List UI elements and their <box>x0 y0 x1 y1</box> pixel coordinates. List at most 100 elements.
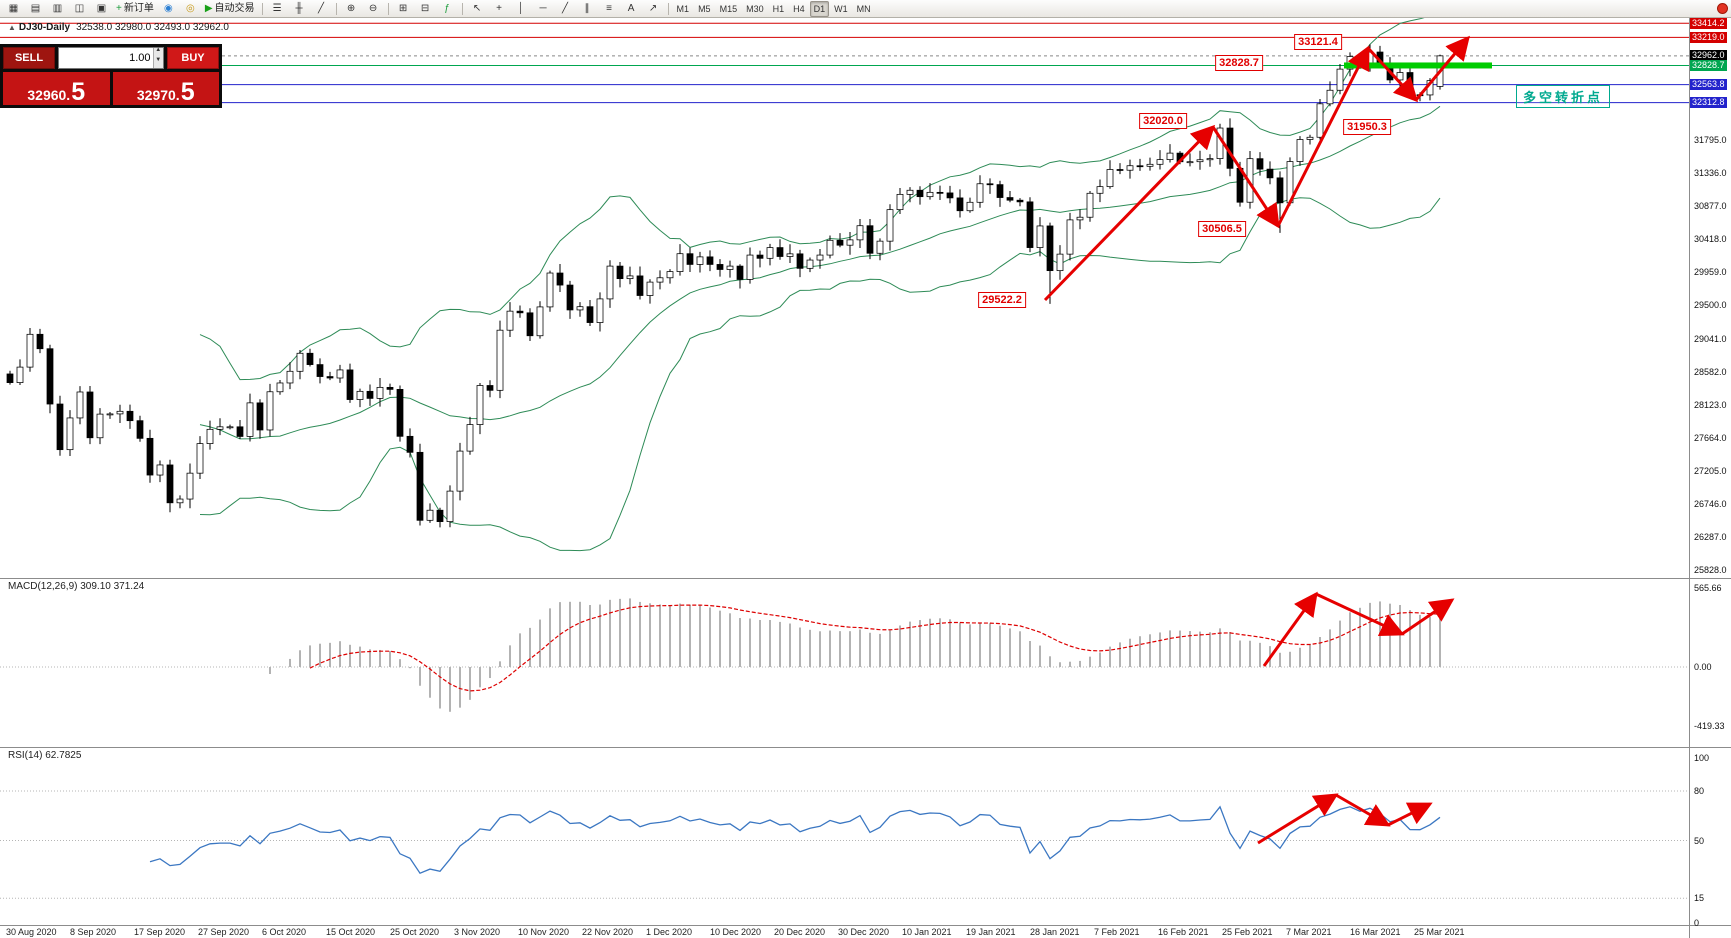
market-watch-icon: ▥ <box>52 2 63 14</box>
price-annotation[interactable]: 30506.5 <box>1198 221 1246 237</box>
autotrading-button-label: 自动交易 <box>214 2 255 14</box>
crosshair-icon: + <box>496 2 502 14</box>
trendline-icon[interactable]: ╱ <box>555 0 576 17</box>
vertical-line-icon[interactable]: │ <box>511 0 532 17</box>
price-axis-tick: 31336.0 <box>1694 168 1727 179</box>
horizontal-line-icon[interactable]: ─ <box>533 0 554 17</box>
main-chart-canvas[interactable] <box>0 18 1689 578</box>
price-axis-tick: 25828.0 <box>1694 565 1727 576</box>
chat-icon: ◉ <box>163 2 173 14</box>
ohlc-values: 32538.0 32980.0 32493.0 32962.0 <box>76 22 229 33</box>
toolbar-separator <box>261 2 263 15</box>
community-icon[interactable]: ◎ <box>180 0 201 17</box>
text-tool-icon[interactable]: A <box>621 0 642 17</box>
timeframe-m30[interactable]: M30 <box>746 3 764 14</box>
timeframe-m1[interactable]: M1 <box>676 3 690 14</box>
trendline-icon: ╱ <box>562 2 569 14</box>
timeframe-w1[interactable]: W1 <box>834 3 848 14</box>
volume-spinner[interactable]: ▲ ▼ <box>152 47 163 68</box>
sell-price-display[interactable]: 32960. 5 <box>3 72 110 105</box>
candlesticks <box>6 44 1444 528</box>
new-chart-icon: ▦ <box>8 2 19 14</box>
timeframe-d1[interactable]: D1 <box>809 0 830 17</box>
channel-icon: ∥ <box>584 2 590 14</box>
text-tool-icon: A <box>627 2 635 14</box>
price-axis-tick: 30877.0 <box>1694 201 1727 212</box>
fibonacci-icon[interactable]: ≡ <box>599 0 620 17</box>
indicators-icon: ƒ <box>444 2 450 14</box>
autotrading-button[interactable]: ▶ 自动交易 <box>202 0 258 17</box>
rsi-panel-canvas[interactable] <box>0 747 1689 925</box>
line-chart-icon[interactable]: ╱ <box>311 0 332 17</box>
price-annotation[interactable]: 33121.4 <box>1294 34 1342 50</box>
buy-button[interactable]: BUY <box>167 47 219 69</box>
date-axis-label: 19 Jan 2021 <box>966 927 1016 937</box>
panel-separator[interactable] <box>0 747 1731 748</box>
zoom-in-icon[interactable]: ⊕ <box>341 0 362 17</box>
price-annotation[interactable]: 31950.3 <box>1343 119 1391 135</box>
timeframe-m5[interactable]: M5 <box>698 3 711 14</box>
macd-trend-arrows[interactable] <box>1262 591 1455 667</box>
timeframe-h4[interactable]: H4 <box>793 3 805 14</box>
price-level-label: 33219.0 <box>1690 31 1727 43</box>
auto-arrange-icon[interactable]: ⊟ <box>415 0 436 17</box>
new-order-button[interactable]: + 新订单 <box>113 0 157 17</box>
price-annotation[interactable]: 29522.2 <box>978 292 1026 308</box>
terminal-icon[interactable]: ▣ <box>91 0 112 17</box>
date-axis-label: 30 Dec 2020 <box>838 927 890 937</box>
price-level-label: 32563.8 <box>1690 79 1727 91</box>
sell-button[interactable]: SELL <box>3 47 55 69</box>
horizontal-line-icon: ─ <box>539 2 547 14</box>
panel-separator <box>0 925 1731 926</box>
toolbar-separator <box>335 2 337 15</box>
turning-point-callout[interactable]: 多空转折点 <box>1516 85 1611 108</box>
price-axis-tick: 28582.0 <box>1694 366 1727 377</box>
tile-windows-icon[interactable]: ⊞ <box>393 0 414 17</box>
buy-price-display[interactable]: 32970. 5 <box>112 72 219 105</box>
symbol-name: DJ30-Daily <box>18 22 71 33</box>
chat-icon[interactable]: ◉ <box>158 0 179 17</box>
navigator-icon[interactable]: ◫ <box>69 0 90 17</box>
zoom-out-icon[interactable]: ⊖ <box>363 0 384 17</box>
timeframe-m15[interactable]: M15 <box>719 3 738 14</box>
candlestick-icon[interactable]: ╫ <box>289 0 310 17</box>
price-axis-tick: 29959.0 <box>1694 267 1727 278</box>
rsi-axis-tick: 15 <box>1694 893 1705 904</box>
market-watch-icon[interactable]: ▥ <box>47 0 68 17</box>
toolbar-separator <box>387 2 389 15</box>
price-axis-tick: 29041.0 <box>1694 333 1727 344</box>
date-axis-label: 30 Aug 2020 <box>6 927 57 937</box>
new-order-button-label: 新订单 <box>123 2 154 14</box>
rsi-label: RSI(14) 62.7825 <box>8 750 82 761</box>
price-axis-tick: 27205.0 <box>1694 465 1727 476</box>
notifications-icon[interactable] <box>1717 3 1728 14</box>
volume-up-icon[interactable]: ▲ <box>153 47 163 58</box>
arrows-tool-icon[interactable]: ↗ <box>643 0 664 17</box>
price-axis-tick: 31795.0 <box>1694 135 1727 145</box>
price-annotation[interactable]: 32020.0 <box>1139 113 1187 129</box>
panel-separator[interactable] <box>0 578 1731 579</box>
support-zone[interactable] <box>1344 62 1492 69</box>
rsi-trend-arrows[interactable] <box>1257 793 1433 845</box>
volume-input[interactable] <box>59 48 153 68</box>
channel-icon[interactable]: ∥ <box>577 0 598 17</box>
price-axis-tick: 28123.0 <box>1694 399 1727 410</box>
trend-arrows[interactable] <box>1043 35 1470 302</box>
date-axis-label: 7 Mar 2021 <box>1286 927 1332 937</box>
new-chart-icon[interactable]: ▦ <box>3 0 24 17</box>
crosshair-icon[interactable]: + <box>489 0 510 17</box>
indicators-icon[interactable]: ƒ <box>437 0 458 17</box>
macd-axis-tick: 0.00 <box>1694 662 1712 672</box>
bar-chart-icon[interactable]: ☰ <box>267 0 288 17</box>
volume-down-icon[interactable]: ▼ <box>153 57 163 68</box>
profiles-icon[interactable]: ▤ <box>25 0 46 17</box>
price-annotation[interactable]: 32828.7 <box>1215 55 1263 71</box>
macd-panel-canvas[interactable] <box>0 578 1689 747</box>
bar-chart-icon: ☰ <box>272 2 282 14</box>
zoom-out-icon: ⊖ <box>368 2 378 14</box>
date-axis-label: 22 Nov 2020 <box>582 927 634 937</box>
timeframe-mn[interactable]: MN <box>856 3 871 14</box>
cursor-icon[interactable]: ↖ <box>467 0 488 17</box>
timeframe-h1[interactable]: H1 <box>772 3 785 14</box>
